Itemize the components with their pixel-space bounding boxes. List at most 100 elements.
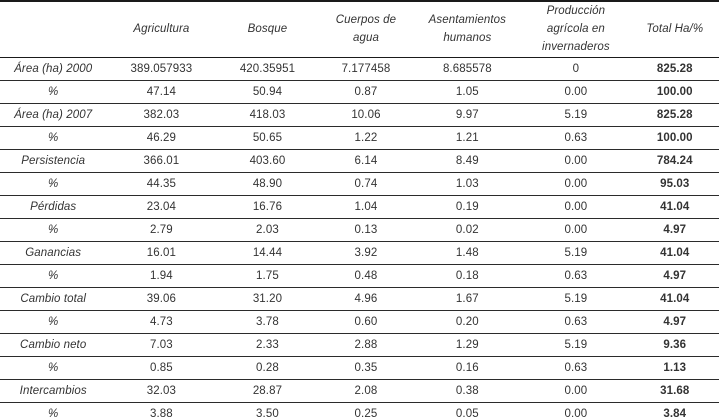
row-label: %: [48, 362, 59, 375]
table-cell: 0.63: [564, 362, 588, 375]
table-cell: 1.48: [455, 247, 479, 260]
row-label: Área (ha) 2000: [14, 63, 93, 76]
table-row: % 1.94 1.75 0.48 0.18 0.63 4.97: [0, 265, 719, 288]
table-cell: 7.177458: [341, 63, 391, 76]
table-cell: 3.92: [354, 247, 378, 260]
table-cell: 41.04: [660, 201, 690, 214]
table-cell: 32.03: [146, 385, 177, 398]
table-cell: 2.03: [256, 224, 279, 237]
row-label: Persistencia: [21, 155, 86, 168]
table-cell: 1.75: [256, 270, 279, 283]
table-cell: 5.19: [564, 293, 588, 306]
table-cell: 4.97: [663, 224, 687, 237]
table-cell: 100.00: [656, 132, 693, 145]
table-row: Persistencia 366.01 403.60 6.14 8.49 0.00 784.…: [0, 150, 719, 173]
table-row: % 4.73 3.78 0.60 0.20 0.63 4.97: [0, 311, 719, 334]
table-cell: 1.04: [354, 201, 378, 214]
row-label: %: [48, 316, 59, 329]
row-label: Ganancias: [25, 247, 82, 260]
table-cell: 14.44: [252, 247, 283, 260]
column-header: Agricultura: [133, 22, 190, 35]
table-cell: 0.19: [455, 201, 479, 214]
table-cell: 3.78: [256, 316, 279, 329]
table-cell: 0.85: [150, 362, 173, 375]
table-cell: 366.01: [143, 155, 180, 168]
row-label: %: [48, 270, 59, 283]
table-cell: 0.20: [455, 316, 479, 329]
table-cell: 1.29: [455, 339, 479, 352]
table-cell: 403.60: [249, 155, 286, 168]
table-cell: 4.96: [354, 293, 378, 306]
table-cell: 784.24: [656, 155, 693, 168]
table-cell: 100.00: [656, 86, 693, 99]
column-header: Cuerpos de agua: [335, 13, 397, 44]
table-cell: 0.48: [354, 270, 378, 283]
table-cell: 0.25: [354, 408, 378, 418]
table-cell: 9.97: [455, 109, 479, 122]
table-cell: 0.00: [564, 178, 588, 191]
table-cell: 23.04: [146, 201, 177, 214]
table-row: % 0.85 0.28 0.35 0.16 0.63 1.13: [0, 357, 719, 380]
table-cell: 31.68: [660, 385, 690, 398]
table-cell: 0.00: [564, 385, 588, 398]
column-header: Bosque: [247, 22, 288, 35]
table-cell: 9.36: [663, 339, 687, 352]
row-label: %: [48, 86, 59, 99]
row-label: Pérdidas: [30, 201, 77, 214]
table-cell: 2.88: [354, 339, 378, 352]
table-cell: 0.00: [564, 224, 588, 237]
table-cell: 4.97: [663, 316, 687, 329]
table-cell: 0.00: [564, 155, 588, 168]
table-cell: 5.19: [564, 247, 588, 260]
table-cell: 50.94: [252, 86, 283, 99]
table-body: Área (ha) 2000 389.057933 420.35951 7.17745…: [0, 58, 719, 418]
table-cell: 46.29: [146, 132, 177, 145]
table-cell: 16.76: [252, 201, 283, 214]
table-row: % 44.35 48.90 0.74 1.03 0.00 95.03: [0, 173, 719, 196]
table-cell: 0.18: [455, 270, 479, 283]
table-cell: 2.33: [256, 339, 279, 352]
table-cell: 1.13: [663, 362, 687, 375]
table-cell: 3.88: [150, 408, 173, 418]
row-label: Cambio total: [20, 293, 87, 306]
table-cell: 28.87: [252, 385, 283, 398]
table-cell: 0.02: [455, 224, 479, 237]
table-cell: 6.14: [354, 155, 378, 168]
table-cell: 50.65: [252, 132, 283, 145]
table-cell: 0: [572, 63, 580, 76]
row-label: Cambio neto: [20, 339, 87, 352]
table-cell: 95.03: [660, 178, 690, 191]
table-row: Intercambios 32.03 28.87 2.08 0.38 0.00 31.68: [0, 380, 719, 403]
row-label: %: [48, 178, 59, 191]
table-row: % 47.14 50.94 0.87 1.05 0.00 100.00: [0, 81, 719, 104]
table-cell: 44.35: [146, 178, 177, 191]
table-cell: 0.00: [564, 201, 588, 214]
row-label: %: [48, 408, 59, 418]
table-cell: 1.22: [354, 132, 378, 145]
header-row: Agricultura Bosque Cuerpos de agua Asentami…: [0, 1, 719, 58]
table-cell: 2.08: [354, 385, 378, 398]
table-cell: 5.19: [564, 339, 588, 352]
table-cell: 0.13: [354, 224, 378, 237]
table-row: Cambio total 39.06 31.20 4.96 1.67 5.19 41.04: [0, 288, 719, 311]
table-cell: 0.16: [455, 362, 479, 375]
table-cell: 41.04: [660, 293, 690, 306]
column-header: Producción agrícola en invernaderos: [542, 5, 610, 53]
table-cell: 4.73: [150, 316, 173, 329]
table-cell: 418.03: [249, 109, 286, 122]
table-cell: 16.01: [146, 247, 177, 260]
table-cell: 0.74: [354, 178, 378, 191]
table-cell: 1.67: [455, 293, 479, 306]
column-header: Asentamientos humanos: [428, 13, 507, 44]
table-cell: 0.63: [564, 132, 588, 145]
table-cell: 47.14: [146, 86, 177, 99]
column-header: Total Ha/%: [646, 22, 704, 35]
table-cell: 1.21: [455, 132, 479, 145]
table-row: Ganancias 16.01 14.44 3.92 1.48 5.19 41.04: [0, 242, 719, 265]
table-cell: 389.057933: [130, 63, 193, 76]
table-cell: 0.05: [455, 408, 479, 418]
table-cell: 825.28: [656, 109, 693, 122]
table-row: Área (ha) 2007 382.03 418.03 10.06 9.97 5.19 8…: [0, 104, 719, 127]
table-cell: 2.79: [150, 224, 173, 237]
